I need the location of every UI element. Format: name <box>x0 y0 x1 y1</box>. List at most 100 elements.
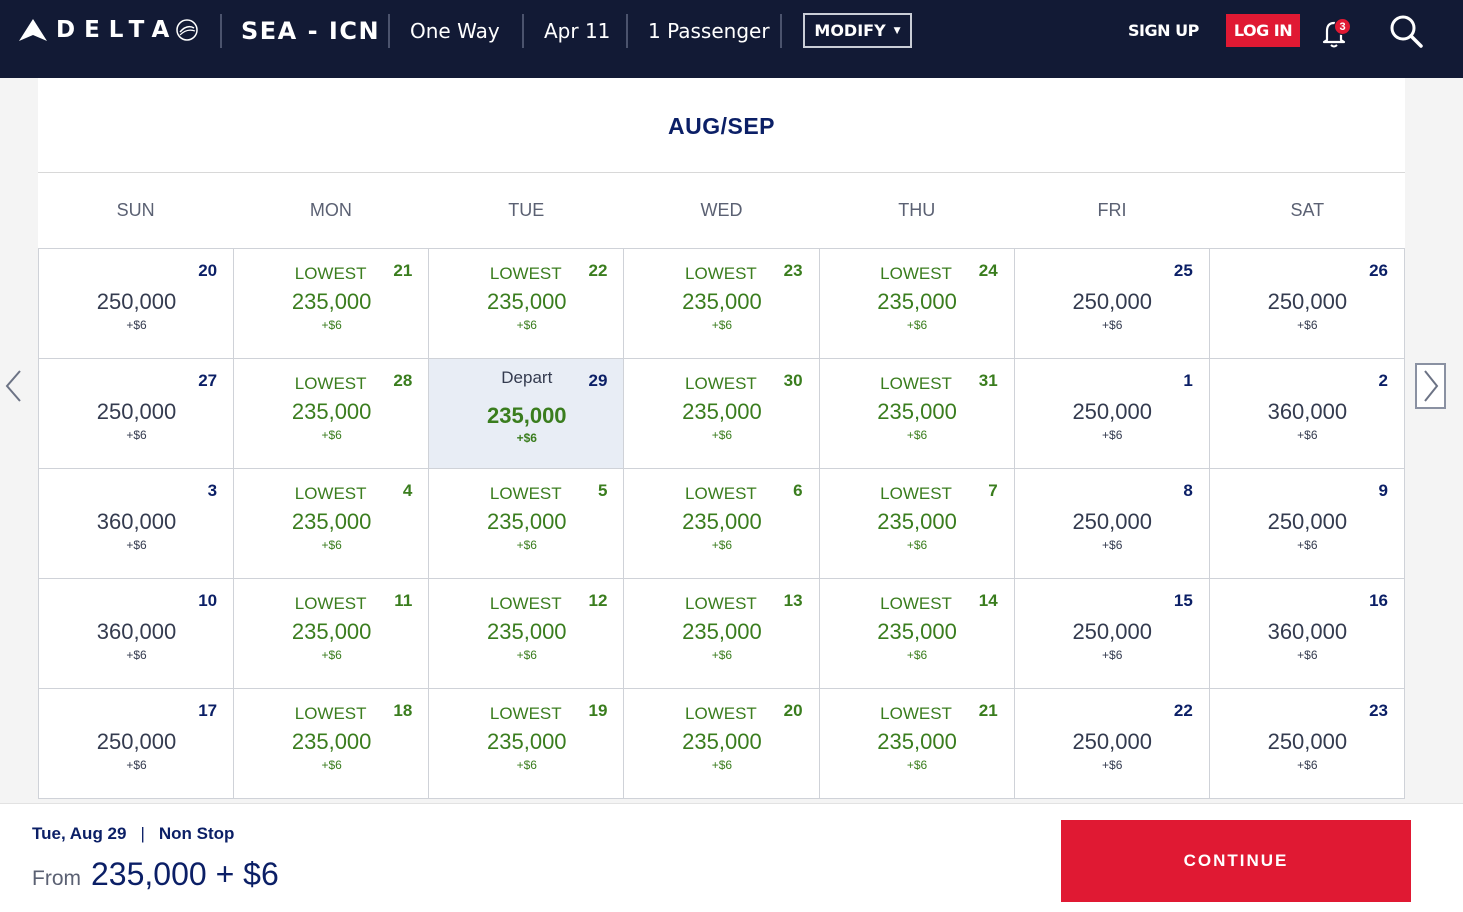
fare-fee: +$6 <box>711 758 733 772</box>
calendar-day[interactable]: 1 250,000 +$6 <box>1014 359 1210 469</box>
fare-miles: 235,000 <box>487 289 567 314</box>
fare-miles: 235,000 <box>291 619 372 644</box>
delta-logo[interactable]: DELTA <box>18 14 200 46</box>
calendar-day[interactable]: LOWEST 13 235,000 +$6 <box>624 579 820 689</box>
day-number: 28 <box>393 371 413 390</box>
chevron-left-icon[interactable] <box>4 369 24 403</box>
weekday-label: WED <box>700 200 743 220</box>
route-label[interactable]: SEA - ICN <box>241 17 381 45</box>
calendar-day[interactable]: LOWEST 19 235,000 +$6 <box>429 689 625 799</box>
calendar-day[interactable]: LOWEST 30 235,000 +$6 <box>624 359 820 469</box>
fare-miles: 360,000 <box>1267 619 1348 644</box>
travel-date-label[interactable]: Apr 11 <box>544 19 611 43</box>
calendar-day[interactable]: LOWEST 31 235,000 +$6 <box>819 359 1015 469</box>
modify-button[interactable]: MODIFY ▼ <box>803 13 912 48</box>
fare-fee: +$6 <box>1297 428 1318 442</box>
day-number: 29 <box>588 371 608 390</box>
fare-miles: 235,000 <box>877 729 957 754</box>
fare-calendar: AUG/SEP SUN MON TUE WED THU FRI SAT 20 250,000 +… <box>38 78 1405 799</box>
fare-fee: +$6 <box>321 648 342 662</box>
fare-fee: +$6 <box>711 648 733 662</box>
day-number: 3 <box>207 481 218 500</box>
fare-fee: +$6 <box>516 648 537 662</box>
day-number: 6 <box>793 481 803 500</box>
fare-miles: 235,000 <box>877 619 957 644</box>
calendar-day[interactable]: LOWEST 12 235,000 +$6 <box>429 579 625 689</box>
trip-type-label[interactable]: One Way <box>410 19 500 43</box>
calendar-day[interactable]: 8 250,000 +$6 <box>1014 469 1210 579</box>
calendar-day[interactable]: LOWEST 6 235,000 +$6 <box>624 469 820 579</box>
day-number: 2 <box>1378 371 1388 390</box>
day-number: 27 <box>198 371 218 390</box>
calendar-day[interactable]: 10 360,000 +$6 <box>39 579 235 689</box>
calendar-day[interactable]: 17 250,000 +$6 <box>39 689 235 799</box>
calendar-day[interactable]: 26 250,000 +$6 <box>1209 249 1405 359</box>
modify-label: MODIFY <box>814 21 886 40</box>
calendar-day[interactable]: LOWEST 21 235,000 +$6 <box>819 689 1015 799</box>
calendar-day[interactable]: LOWEST 11 235,000 +$6 <box>234 579 430 689</box>
fare-fee: +$6 <box>1102 318 1123 332</box>
calendar-day[interactable]: 16 360,000 +$6 <box>1209 579 1405 689</box>
day-number: 25 <box>1173 261 1193 280</box>
fare-fee: +$6 <box>1102 758 1123 772</box>
calendar-day[interactable]: 20 250,000 +$6 <box>39 249 235 359</box>
continue-button[interactable]: CONTINUE <box>1061 820 1411 902</box>
calendar-day[interactable]: 9 250,000 +$6 <box>1209 469 1405 579</box>
calendar-day[interactable]: 27 250,000 +$6 <box>39 359 235 469</box>
calendar-day-selected[interactable]: Depart 29 235,000 +$6 <box>429 359 625 469</box>
fare-fee: +$6 <box>516 538 537 552</box>
lowest-fare-label: LOWEST <box>294 484 367 503</box>
weekday-label: MON <box>309 200 352 220</box>
lowest-fare-label: LOWEST <box>294 264 367 283</box>
calendar-day[interactable]: LOWEST 28 235,000 +$6 <box>234 359 430 469</box>
lowest-fare-label: LOWEST <box>880 484 952 503</box>
calendar-day[interactable]: 3 360,000 +$6 <box>39 469 235 579</box>
fare-fee: +$6 <box>321 428 342 442</box>
calendar-day[interactable]: LOWEST 24 235,000 +$6 <box>819 249 1015 359</box>
calendar-day[interactable]: LOWEST 21 235,000 +$6 <box>234 249 430 359</box>
search-icon[interactable] <box>1388 13 1424 49</box>
fare-fee: +$6 <box>516 431 537 445</box>
day-number: 30 <box>783 371 803 390</box>
fare-miles: 360,000 <box>96 509 177 534</box>
day-number: 19 <box>588 701 608 720</box>
day-number: 4 <box>402 481 413 500</box>
fare-fee: +$6 <box>516 318 537 332</box>
calendar-day[interactable]: LOWEST 5 235,000 +$6 <box>429 469 625 579</box>
calendar-day[interactable]: LOWEST 22 235,000 +$6 <box>429 249 625 359</box>
next-month-button[interactable] <box>1415 363 1446 409</box>
calendar-day[interactable]: 25 250,000 +$6 <box>1014 249 1210 359</box>
calendar-day[interactable]: 23 250,000 +$6 <box>1209 689 1405 799</box>
calendar-day[interactable]: 22 250,000 +$6 <box>1014 689 1210 799</box>
calendar-day[interactable]: LOWEST 7 235,000 +$6 <box>819 469 1015 579</box>
lowest-fare-label: LOWEST <box>685 484 757 503</box>
calendar-day[interactable]: LOWEST 4 235,000 +$6 <box>234 469 430 579</box>
fare-miles: 235,000 <box>682 729 762 754</box>
fare-miles: 235,000 <box>682 289 762 314</box>
calendar-day[interactable]: LOWEST 20 235,000 +$6 <box>624 689 820 799</box>
calendar-day[interactable]: LOWEST 23 235,000 +$6 <box>624 249 820 359</box>
day-number: 18 <box>393 701 413 720</box>
fare-miles: 235,000 <box>682 509 762 534</box>
total-price: 235,000 + $6 <box>91 856 279 892</box>
header-divider <box>522 14 524 48</box>
passenger-count-label[interactable]: 1 Passenger <box>648 19 770 43</box>
selected-date: Tue, Aug 29 <box>32 824 127 843</box>
day-number: 22 <box>588 261 608 280</box>
log-in-button[interactable]: LOG IN <box>1226 14 1300 47</box>
sign-up-link[interactable]: SIGN UP <box>1128 21 1199 40</box>
calendar-day[interactable]: 15 250,000 +$6 <box>1014 579 1210 689</box>
calendar-day[interactable]: 2 360,000 +$6 <box>1209 359 1405 469</box>
calendar-day[interactable]: LOWEST 18 235,000 +$6 <box>234 689 430 799</box>
header-divider <box>220 14 222 48</box>
price-summary: From 235,000 + $6 <box>32 856 279 893</box>
calendar-day[interactable]: LOWEST 14 235,000 +$6 <box>819 579 1015 689</box>
weekday-label: TUE <box>508 200 545 220</box>
summary-separator: | <box>140 824 145 843</box>
day-number: 21 <box>393 261 413 280</box>
from-label: From <box>32 867 81 890</box>
fare-miles: 235,000 <box>877 289 957 314</box>
stops-label: Non Stop <box>158 824 235 843</box>
month-title: AUG/SEP <box>667 112 776 139</box>
skyteam-icon <box>176 19 199 41</box>
